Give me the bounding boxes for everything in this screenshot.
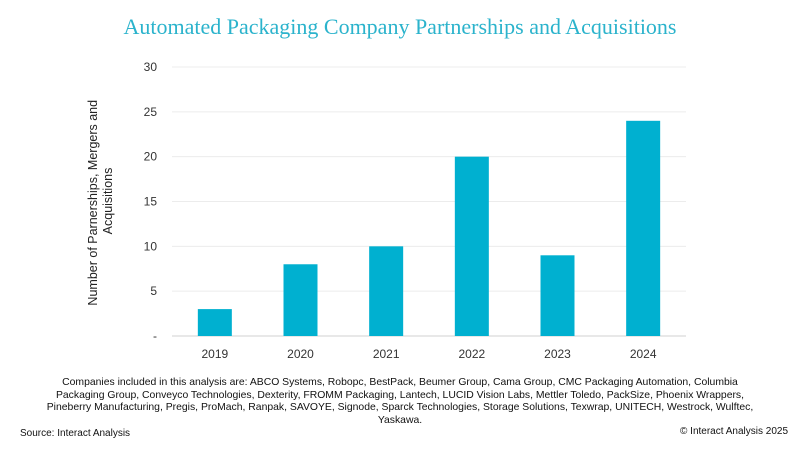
copyright-text: © Interact Analysis 2025: [680, 426, 788, 437]
x-tick-label: 2024: [630, 347, 657, 361]
chart-title: Automated Packaging Company Partnerships…: [123, 14, 677, 39]
y-tick-label: 10: [144, 239, 158, 253]
bars: [197, 120, 661, 336]
y-tick-label: 20: [144, 150, 158, 164]
y-tick-label: 15: [144, 195, 158, 209]
bar-2022: [454, 156, 489, 336]
bar-2023: [540, 255, 575, 336]
y-axis-label: Number of Parnerships, Mergers and Acqui…: [86, 96, 115, 305]
y-axis-label-line-1: Number of Parnerships, Mergers and: [86, 100, 100, 306]
y-axis-ticks: - 5 10 15 20 25 30: [144, 60, 158, 343]
y-tick-label: 30: [144, 60, 158, 74]
companies-note: Companies included in this analysis are:…: [46, 377, 754, 426]
source-text: Source: Interact Analysis: [20, 428, 131, 439]
x-tick-label: 2023: [544, 347, 571, 361]
y-axis-label-line-2: Acquisitions: [101, 168, 115, 235]
x-tick-label: 2019: [201, 347, 228, 361]
y-tick-label: -: [153, 329, 157, 343]
x-tick-label: 2021: [373, 347, 400, 361]
gridlines: [172, 66, 686, 337]
x-tick-label: 2022: [458, 347, 485, 361]
bar-2020: [283, 264, 318, 336]
bar-2024: [626, 120, 661, 336]
bar-2021: [369, 246, 404, 336]
y-tick-label: 25: [144, 105, 158, 119]
bar-2019: [197, 309, 232, 336]
x-axis-ticks: 2019 2020 2021 2022 2023 2024: [201, 347, 656, 361]
y-tick-label: 5: [150, 284, 157, 298]
x-tick-label: 2020: [287, 347, 314, 361]
